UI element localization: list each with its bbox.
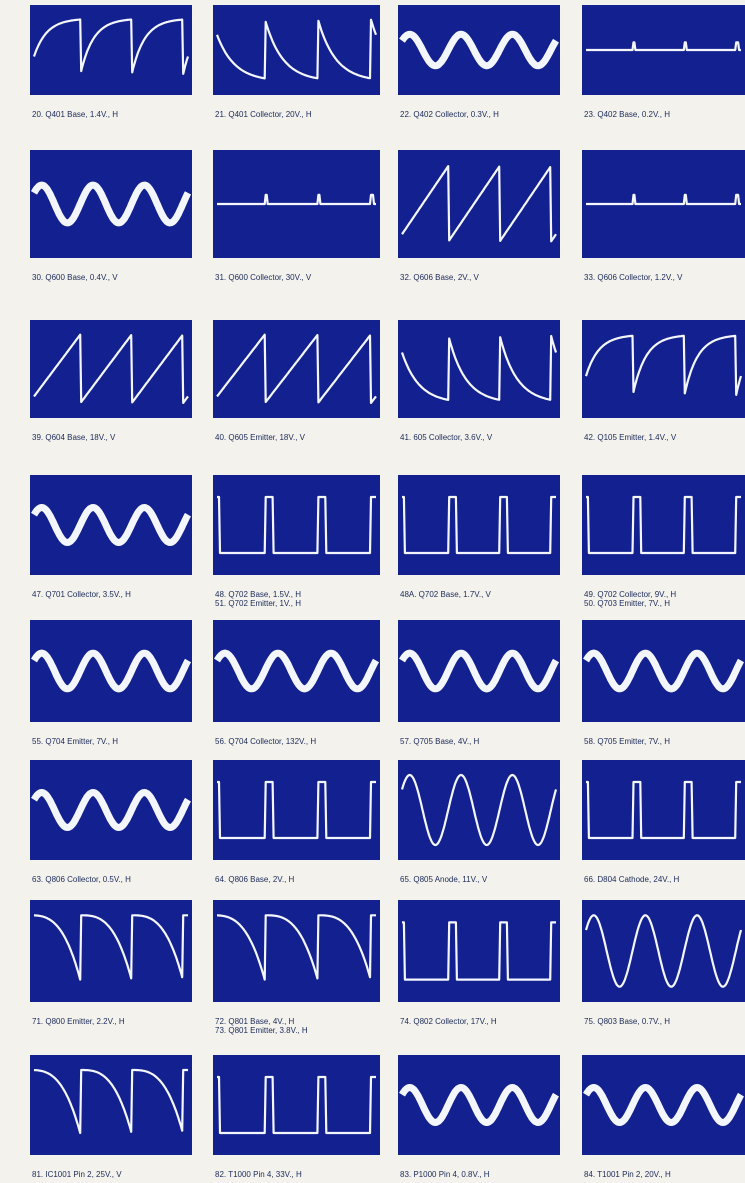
scope-screen bbox=[213, 900, 380, 1002]
waveform bbox=[31, 504, 192, 546]
waveform bbox=[401, 165, 557, 243]
caption: 49. Q702 Collector, 9V., H bbox=[584, 590, 676, 599]
caption: 81. IC1001 Pin 2, 25V., V bbox=[32, 1170, 122, 1179]
scope-screen bbox=[398, 320, 560, 418]
scope-screen bbox=[398, 475, 560, 575]
caption: 73. Q801 Emitter, 3.8V., H bbox=[215, 1026, 308, 1035]
scope-screen bbox=[398, 150, 560, 258]
caption: 42. Q105 Emitter, 1.4V., V bbox=[584, 433, 677, 442]
caption: 63. Q806 Collector, 0.5V., H bbox=[32, 875, 131, 884]
waveform bbox=[216, 780, 377, 840]
waveform bbox=[216, 914, 377, 981]
waveform bbox=[32, 18, 190, 75]
caption: 82. T1000 Pin 4, 33V., H bbox=[215, 1170, 302, 1179]
scope-screen bbox=[398, 900, 560, 1002]
caption: 55. Q704 Emitter, 7V., H bbox=[32, 737, 118, 746]
scope-screen bbox=[213, 760, 380, 860]
caption: 58. Q705 Emitter, 7V., H bbox=[584, 737, 670, 746]
waveform bbox=[216, 193, 377, 206]
waveform bbox=[216, 333, 377, 404]
waveform bbox=[33, 333, 189, 404]
waveform bbox=[216, 495, 377, 555]
waveform bbox=[399, 30, 559, 70]
caption: 83. P1000 Pin 4, 0.8V., H bbox=[400, 1170, 490, 1179]
scope-screen bbox=[582, 475, 745, 575]
caption: 31. Q600 Collector, 30V., V bbox=[215, 273, 312, 282]
caption: 47. Q701 Collector, 3.5V., H bbox=[32, 590, 131, 599]
caption: 23. Q402 Base, 0.2V., H bbox=[584, 110, 670, 119]
caption: 22. Q402 Collector, 0.3V., H bbox=[400, 110, 499, 119]
waveform bbox=[399, 1084, 560, 1126]
waveform bbox=[400, 773, 558, 847]
waveform bbox=[400, 334, 558, 401]
waveform bbox=[584, 914, 743, 988]
caption: 41. 605 Collector, 3.6V., V bbox=[400, 433, 493, 442]
waveform bbox=[585, 41, 742, 52]
waveform bbox=[585, 193, 742, 206]
caption: 40. Q605 Emitter, 18V., V bbox=[215, 433, 306, 442]
caption: 32. Q606 Base, 2V., V bbox=[400, 273, 480, 282]
caption: 74. Q802 Collector, 17V., H bbox=[400, 1017, 497, 1026]
caption: 48A. Q702 Base, 1.7V., V bbox=[400, 590, 492, 599]
caption: 66. D804 Cathode, 24V., H bbox=[584, 875, 680, 884]
caption: 21. Q401 Collector, 20V., H bbox=[215, 110, 312, 119]
waveform bbox=[401, 921, 557, 981]
waveform bbox=[401, 495, 557, 555]
scope-screen bbox=[30, 900, 192, 1002]
caption: 48. Q702 Base, 1.5V., H bbox=[215, 590, 301, 599]
caption: 50. Q703 Emitter, 7V., H bbox=[584, 599, 670, 608]
scope-screen bbox=[398, 760, 560, 860]
waveform bbox=[583, 649, 745, 693]
caption: 33. Q606 Collector, 1.2V., V bbox=[584, 273, 683, 282]
caption: 75. Q803 Base, 0.7V., H bbox=[584, 1017, 670, 1026]
scope-screen bbox=[30, 5, 192, 95]
caption: 65. Q805 Anode, 11V., V bbox=[400, 875, 488, 884]
waveform bbox=[31, 649, 192, 693]
caption: 30. Q600 Base, 0.4V., V bbox=[32, 273, 118, 282]
waveform bbox=[585, 495, 742, 555]
waveform bbox=[584, 334, 743, 396]
scope-screen bbox=[213, 475, 380, 575]
waveform bbox=[215, 18, 378, 80]
scope-screen bbox=[213, 1055, 380, 1155]
caption: 71. Q800 Emitter, 2.2V., H bbox=[32, 1017, 125, 1026]
scope-screen bbox=[582, 320, 745, 418]
caption: 56. Q704 Collector, 132V., H bbox=[215, 737, 316, 746]
scope-screen bbox=[213, 320, 380, 418]
waveform bbox=[214, 649, 380, 693]
caption: 20. Q401 Base, 1.4V., H bbox=[32, 110, 118, 119]
caption: 57. Q705 Base, 4V., H bbox=[400, 737, 480, 746]
waveform bbox=[399, 649, 560, 693]
scope-screen bbox=[30, 320, 192, 418]
waveform bbox=[583, 1084, 745, 1126]
waveform bbox=[33, 1068, 189, 1135]
scope-screen bbox=[30, 1055, 192, 1155]
waveform bbox=[31, 789, 192, 831]
caption: 72. Q801 Base, 4V., H bbox=[215, 1017, 295, 1026]
scope-screen bbox=[582, 760, 745, 860]
caption: 84. T1001 Pin 2, 20V., H bbox=[584, 1170, 671, 1179]
waveform bbox=[216, 1075, 377, 1135]
scope-screen bbox=[582, 900, 745, 1002]
scope-screen bbox=[213, 5, 380, 95]
caption: 64. Q806 Base, 2V., H bbox=[215, 875, 295, 884]
waveform bbox=[585, 780, 742, 840]
waveform bbox=[33, 914, 189, 981]
waveform bbox=[30, 181, 192, 227]
caption: 51. Q702 Emitter, 1V., H bbox=[215, 599, 301, 608]
caption: 39. Q604 Base, 18V., V bbox=[32, 433, 116, 442]
